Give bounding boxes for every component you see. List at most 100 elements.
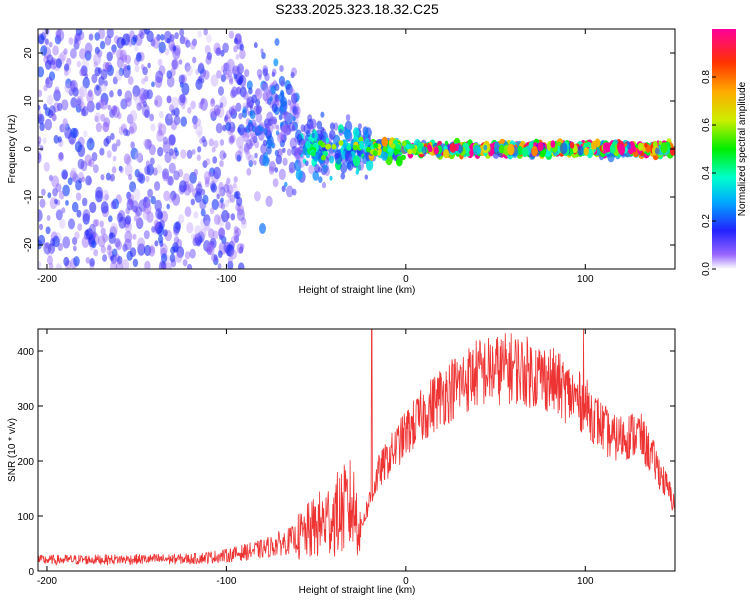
spectrogram-cell [286, 148, 292, 156]
spectrogram-cell [63, 48, 68, 55]
colorbar-label: Normalized spectral amplitude [737, 81, 748, 216]
spectrogram-cell [78, 171, 84, 181]
spectrogram-cell [103, 117, 111, 128]
spectrogram-cell [100, 97, 108, 110]
spectrogram-cell [373, 142, 379, 149]
spectrogram-cell [246, 168, 252, 176]
spectrogram-cell [247, 154, 255, 165]
spectrogram-cell [146, 164, 154, 176]
spectrogram-cell [146, 139, 153, 149]
spectrogram-cell [56, 29, 65, 42]
spectrogram-x-axis-label: Height of straight line (km) [299, 285, 416, 296]
spectrogram-cell [144, 109, 150, 119]
spectrogram-cell [295, 106, 301, 115]
spectrogram-cell [86, 91, 94, 103]
spectrogram-cell [53, 134, 60, 144]
spectrogram-cell [187, 107, 192, 114]
spectrogram-cell [55, 209, 63, 221]
spectrogram-cell [165, 113, 173, 126]
spectrogram-cell [308, 164, 315, 175]
spectrogram-cell [145, 175, 150, 183]
spectrogram-cell [159, 111, 164, 119]
spectrogram-cell [281, 123, 288, 134]
spectrogram-cell [154, 95, 163, 108]
spectrogram-cell [203, 240, 211, 252]
spectrogram-cell [94, 219, 100, 227]
spectrogram-cell [99, 147, 105, 156]
spectrogram-cell [185, 65, 193, 77]
spectrogram-cell [116, 139, 121, 147]
spectrogram-cell [125, 54, 131, 65]
spectrogram-cell [171, 59, 178, 70]
spectrogram-cell [112, 104, 118, 112]
spectrogram-cell [149, 157, 155, 166]
spectrogram-cell [232, 182, 237, 189]
spectrogram-cell [133, 215, 138, 222]
spectrogram-cell [239, 86, 247, 98]
snr-x-tick-label: 0 [403, 576, 409, 587]
spectrogram-cell [38, 34, 45, 45]
spectrogram-cell [162, 229, 168, 237]
spectrogram-cell [320, 126, 325, 134]
spectrogram-cell [238, 112, 243, 120]
spectrogram-cell [189, 248, 196, 259]
spectrogram-cell [145, 160, 150, 167]
spectrogram-cell [155, 70, 164, 84]
spectrogram-cell [87, 89, 93, 98]
spectrogram-cell [173, 170, 180, 181]
figure-title: S233.2025.323.18.32.C25 [275, 1, 439, 17]
spectrogram-cell [202, 160, 208, 169]
spectrogram-cell [62, 184, 70, 197]
spectrogram-cell [190, 100, 196, 110]
spectrogram-cell [80, 108, 86, 117]
spectrogram-cell [212, 230, 219, 240]
spectrogram-cell [226, 189, 232, 198]
spectrogram-cell [254, 88, 263, 100]
spectrogram-cell [108, 215, 113, 223]
spectrogram-cell [171, 96, 179, 109]
spectrogram-cell [48, 174, 53, 182]
spectrogram-cell [76, 98, 82, 106]
spectrogram-cell [117, 112, 122, 120]
spectrogram-cell [148, 246, 156, 257]
spectrogram-cell [89, 201, 97, 214]
spectrogram-cell [356, 149, 361, 156]
spectrogram-cell [117, 88, 123, 97]
spectrogram-cell [253, 160, 257, 166]
spectrogram-cell [372, 150, 378, 156]
spectrogram-cell [157, 58, 163, 67]
spectrogram-cell [190, 198, 195, 206]
spectrogram-cell [483, 144, 488, 151]
spectrogram-cell [142, 66, 148, 76]
spectrogram-cell [253, 105, 260, 116]
spectrogram-cell [69, 80, 76, 90]
spectrogram-cell [118, 67, 125, 77]
spectrogram-cell [364, 174, 368, 180]
spectrogram-cell [291, 93, 298, 104]
snr-y-tick-label: 400 [17, 347, 34, 358]
spectrogram-cell [193, 211, 199, 219]
spectrogram-cell [237, 78, 242, 86]
spectrogram-cell [166, 95, 172, 104]
spectrogram-cell [154, 181, 161, 191]
spectrogram-cell [298, 155, 306, 168]
spectrogram-cell [326, 143, 331, 150]
spectrogram-cell [143, 196, 148, 203]
spectrogram-marks [38, 29, 675, 269]
spectrogram-cell [280, 91, 285, 98]
spectrogram-cell [112, 248, 118, 258]
spectrogram-cell [242, 90, 249, 100]
spectrogram-cell [226, 244, 235, 257]
spectrogram-cell [280, 126, 285, 133]
spectrogram-cell [179, 93, 186, 104]
spectrogram-cell [136, 152, 144, 163]
spectrogram-cell [244, 127, 248, 133]
spectrogram-cell [334, 149, 341, 159]
spectrogram-cell [244, 69, 250, 77]
spectrogram-cell [84, 42, 93, 55]
spectrogram-cell [80, 65, 88, 77]
spectrogram-cell [190, 40, 196, 50]
spectrogram-x-tick-label: 100 [577, 274, 594, 285]
spectrogram-cell [173, 115, 181, 126]
spectrogram-cell [269, 96, 273, 102]
